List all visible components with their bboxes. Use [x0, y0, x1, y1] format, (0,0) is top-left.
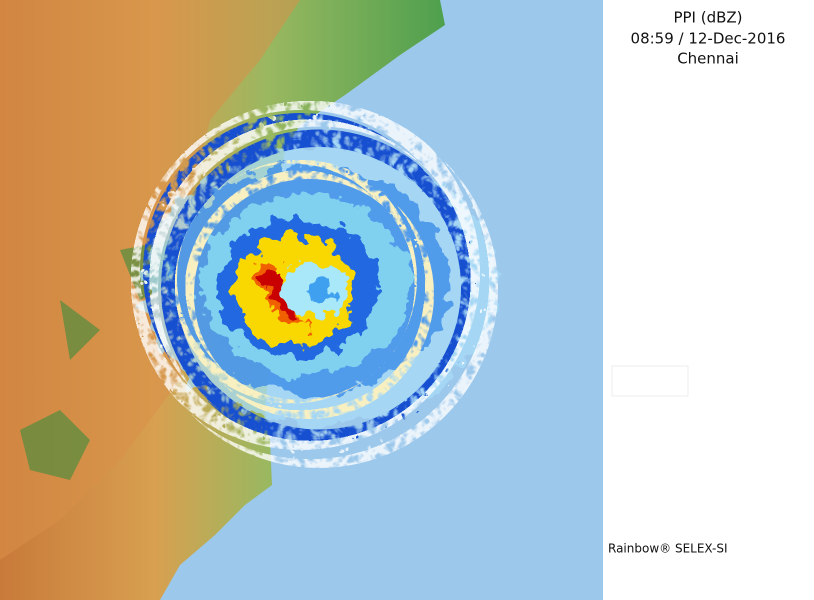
panel-site: Chennai: [677, 50, 739, 68]
map: [0, 0, 603, 600]
side-panel: [603, 0, 814, 600]
radar-echo: [145, 145, 495, 425]
panel-time: 08:59 / 12-Dec-2016: [631, 30, 786, 48]
footer: Rainbow® SELEX-SI: [608, 542, 728, 556]
scale-blank: [611, 365, 689, 397]
radar-bands: [131, 101, 489, 459]
panel-title: PPI (dBZ): [673, 9, 742, 27]
